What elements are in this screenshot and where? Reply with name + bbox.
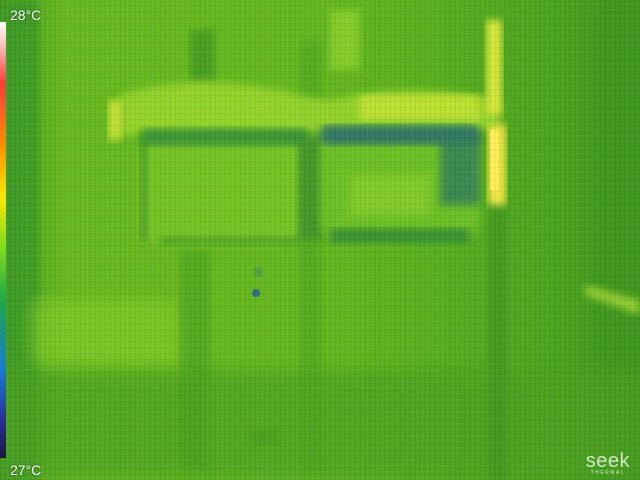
brand-name: seek: [585, 450, 630, 472]
max-temperature-label: 28°C: [10, 7, 42, 23]
min-temperature-label: 27°C: [10, 462, 42, 478]
brand-logo: seek THERMAL: [585, 450, 630, 476]
brand-subtitle: THERMAL: [590, 470, 626, 476]
color-scale-bar: [0, 22, 6, 458]
